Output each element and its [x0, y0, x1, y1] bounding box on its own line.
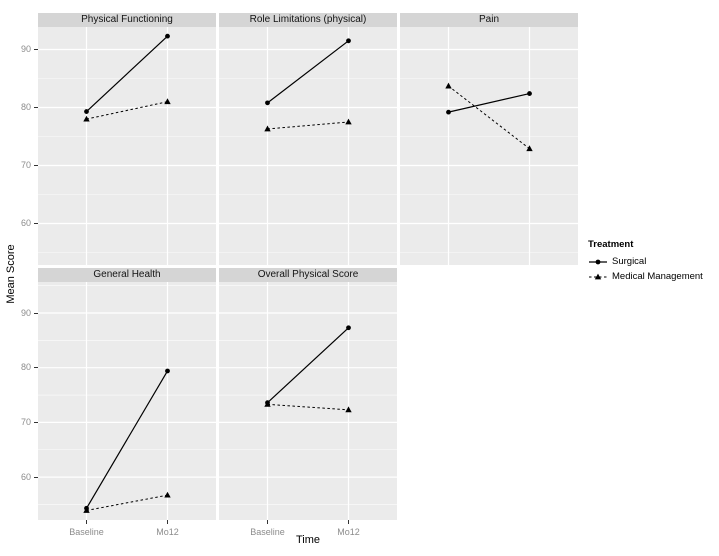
x-tick-label: Baseline: [69, 527, 104, 537]
x-tick-mark: [167, 520, 168, 524]
y-tick-mark: [34, 476, 38, 478]
legend-item-medical-management: Medical Management: [588, 269, 703, 284]
y-tick-mark: [34, 107, 38, 108]
panel-plot-area: [38, 27, 216, 265]
legend-item-surgical: Surgical: [588, 254, 703, 269]
x-tick-mark: [348, 520, 349, 524]
panel-plot-area: [219, 282, 397, 520]
y-tick-mark: [34, 223, 38, 224]
solid-line-circle-icon: [589, 259, 607, 264]
panel-plot-area: [400, 27, 578, 265]
facet-panel-role-limitations: [219, 27, 397, 265]
y-tick-mark: [34, 165, 38, 166]
panel-plot-area: [219, 27, 397, 265]
x-tick-label: Mo12: [156, 527, 179, 537]
y-tick-mark: [34, 312, 38, 314]
y-axis-title: Mean Score: [5, 244, 17, 304]
x-tick-mark: [267, 520, 268, 524]
dashed-line-triangle-icon: [589, 273, 607, 279]
y-tick-label: 80: [20, 362, 31, 373]
y-tick-label: 90: [20, 44, 31, 54]
y-tick-label: 70: [20, 416, 31, 427]
legend: Treatment Surgical Medical Management: [588, 239, 703, 284]
x-tick-mark: [86, 520, 87, 524]
y-tick-mark: [34, 421, 38, 423]
x-axis-title: Time: [295, 534, 321, 546]
facet-strip-general-health: General Health: [38, 268, 216, 282]
facet-strip-pain: Pain: [400, 13, 578, 27]
y-tick-label: 80: [20, 102, 31, 112]
legend-title: Treatment: [588, 239, 634, 250]
facet-panel-general-health: [38, 282, 216, 520]
y-tick-label: 90: [20, 307, 31, 318]
panel-plot-area: [38, 282, 216, 520]
facet-panel-pain: [400, 27, 578, 265]
legend-item-label: Surgical: [612, 256, 647, 267]
x-tick-label: Baseline: [250, 527, 285, 537]
facet-strip-overall-physical-score: Overall Physical Score: [219, 268, 397, 282]
y-tick-mark: [34, 367, 38, 369]
facet-strip-physical-functioning: Physical Functioning: [38, 13, 216, 27]
y-tick-label: 70: [20, 160, 31, 170]
y-tick-mark: [34, 49, 38, 50]
x-tick-label: Mo12: [337, 527, 360, 537]
facet-panel-physical-functioning: [38, 27, 216, 265]
y-tick-label: 60: [20, 218, 31, 228]
facet-strip-role-limitations: Role Limitations (physical): [219, 13, 397, 27]
legend-item-label: Medical Management: [612, 271, 703, 282]
facet-panel-overall-physical-score: [219, 282, 397, 520]
y-tick-label: 60: [20, 471, 31, 482]
